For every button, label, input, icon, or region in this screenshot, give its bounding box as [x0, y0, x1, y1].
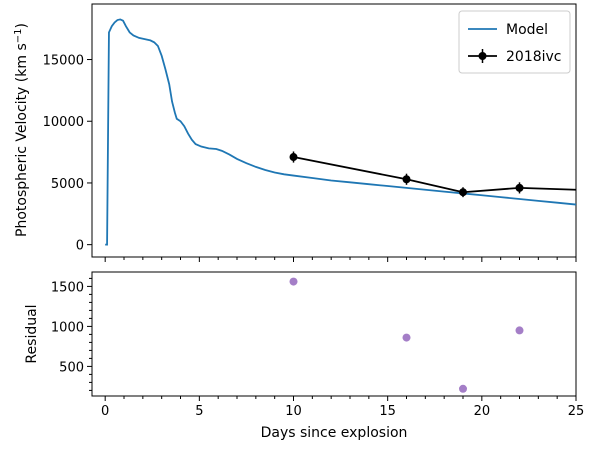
- legend: Model 2018ivc: [458, 10, 571, 74]
- velocity-y-axis-label: Photospheric Velocity (km s−1): [13, 23, 30, 237]
- residual-y-ticks: 500 1000 1500: [51, 277, 92, 391]
- residual-y-tick-label: 1000: [51, 320, 84, 335]
- residual-point: [289, 277, 298, 286]
- observation-point: [515, 183, 524, 192]
- x-tick-label: 15: [379, 404, 396, 419]
- observation-line: [293, 156, 577, 194]
- velocity-y-axis-label-exponent: −1: [13, 29, 24, 44]
- residual-points: [289, 277, 524, 393]
- x-tick-label: 25: [568, 404, 585, 419]
- x-tick-label: 5: [195, 404, 203, 419]
- legend-obs-marker: [478, 52, 487, 60]
- velocity-panel: 0 5000 10000 15000 Photospheric Velocity (k…: [13, 3, 577, 262]
- velocity-x-ticks: [104, 257, 577, 262]
- residual-point: [515, 326, 524, 335]
- observation-points: [289, 151, 524, 198]
- observation-point: [459, 188, 468, 197]
- velocity-y-axis-label-text: Photospheric Velocity (km s: [14, 43, 30, 237]
- x-tick-label: 20: [474, 404, 491, 419]
- observation-point: [289, 153, 298, 162]
- residual-y-tick-label: 1500: [51, 280, 84, 295]
- velocity-y-tick-label: 5000: [51, 177, 84, 192]
- velocity-y-tick-label: 10000: [43, 115, 84, 130]
- residual-y-tick-label: 500: [59, 360, 84, 375]
- x-tick-label: 0: [101, 404, 109, 419]
- velocity-y-tick-label: 0: [76, 239, 84, 254]
- residual-y-axis-label: Residual: [24, 304, 40, 363]
- residual-panel: 500 1000 1500 0 5 10 15 20 25 Residual Days sin…: [24, 271, 584, 441]
- residual-point: [402, 333, 411, 342]
- observation-point: [402, 175, 411, 184]
- x-tick-label: 10: [285, 404, 302, 419]
- velocity-y-tick-label: 15000: [43, 54, 84, 69]
- x-axis-label: Days since explosion: [261, 425, 408, 441]
- legend-frame: [458, 10, 571, 74]
- legend-obs-label: 2018ivc: [506, 49, 562, 65]
- residual-point: [459, 384, 468, 393]
- model-line: [105, 18, 577, 246]
- residual-plot-frame: [91, 271, 577, 397]
- velocity-y-ticks: 0 5000 10000 15000: [43, 54, 92, 254]
- residual-x-ticks: 0 5 10 15 20 25: [101, 396, 584, 419]
- velocity-plot-frame: [91, 3, 577, 258]
- legend-model-label: Model: [506, 22, 548, 38]
- velocity-y-axis-label-close: ): [14, 23, 30, 28]
